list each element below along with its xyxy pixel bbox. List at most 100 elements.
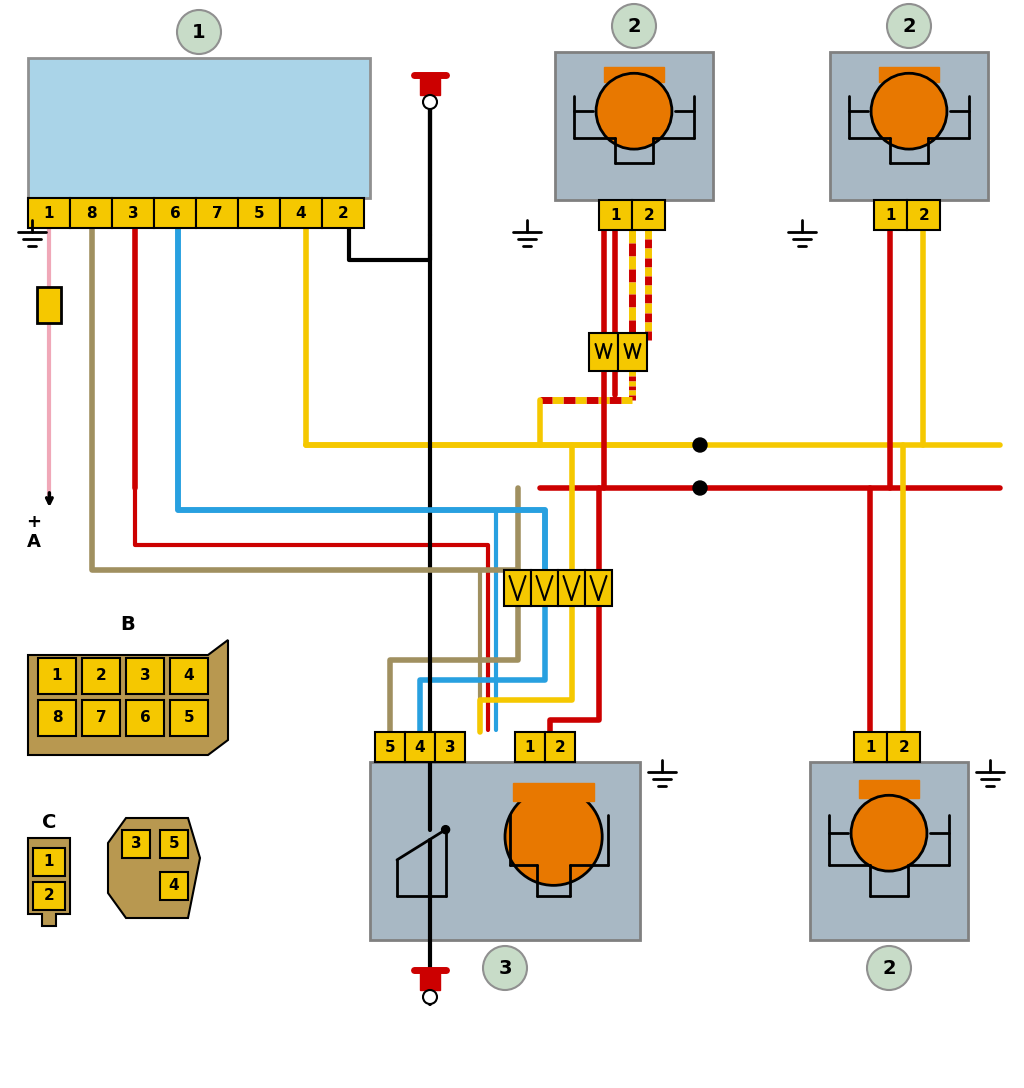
Bar xyxy=(126,700,164,735)
Text: A: A xyxy=(27,533,40,551)
Bar xyxy=(280,198,322,228)
Circle shape xyxy=(851,795,927,871)
Text: 2: 2 xyxy=(643,208,654,223)
Polygon shape xyxy=(28,640,228,755)
Circle shape xyxy=(693,438,707,452)
Bar xyxy=(830,52,988,200)
Bar xyxy=(879,66,939,82)
Circle shape xyxy=(612,4,656,48)
Bar xyxy=(28,198,70,228)
Text: 7: 7 xyxy=(212,206,222,221)
Text: 1: 1 xyxy=(886,208,896,223)
Bar xyxy=(420,970,440,990)
Bar xyxy=(515,732,545,762)
Bar xyxy=(589,333,618,371)
Text: 5: 5 xyxy=(385,740,395,754)
Bar xyxy=(196,198,238,228)
Bar xyxy=(37,287,61,323)
Circle shape xyxy=(596,73,672,149)
Bar xyxy=(406,732,435,762)
Bar xyxy=(545,732,575,762)
Bar xyxy=(604,66,664,82)
Circle shape xyxy=(887,4,931,48)
Text: 5: 5 xyxy=(254,206,264,221)
Bar xyxy=(874,200,907,230)
Bar xyxy=(599,200,632,230)
Text: 3: 3 xyxy=(139,668,151,683)
Circle shape xyxy=(867,945,911,990)
Text: 3: 3 xyxy=(128,206,138,221)
Text: 7: 7 xyxy=(95,710,106,726)
Bar xyxy=(854,732,887,762)
Bar xyxy=(160,871,188,900)
Circle shape xyxy=(483,945,527,990)
Text: 2: 2 xyxy=(44,889,54,903)
Bar xyxy=(618,333,647,371)
Text: 2: 2 xyxy=(919,208,929,223)
Text: 8: 8 xyxy=(86,206,96,221)
Bar xyxy=(907,200,940,230)
Text: B: B xyxy=(121,615,135,633)
Bar xyxy=(82,700,120,735)
Text: 8: 8 xyxy=(51,710,62,726)
Text: 5: 5 xyxy=(169,837,179,852)
Text: 1: 1 xyxy=(193,23,206,41)
Text: 2: 2 xyxy=(902,16,915,36)
Text: 2: 2 xyxy=(95,668,106,683)
Circle shape xyxy=(871,73,947,149)
Bar xyxy=(154,198,196,228)
Bar xyxy=(435,732,465,762)
Bar xyxy=(33,882,65,910)
Bar xyxy=(859,780,919,798)
Text: 4: 4 xyxy=(415,740,425,754)
Text: 2: 2 xyxy=(338,206,348,221)
Text: 6: 6 xyxy=(170,206,180,221)
Text: C: C xyxy=(42,813,56,831)
Bar xyxy=(28,58,370,198)
Text: 1: 1 xyxy=(865,740,876,754)
Text: 1: 1 xyxy=(44,854,54,869)
Bar xyxy=(887,732,921,762)
Bar xyxy=(160,830,188,858)
Bar xyxy=(170,658,208,694)
Bar xyxy=(33,848,65,876)
Circle shape xyxy=(693,481,707,495)
Circle shape xyxy=(505,788,602,886)
Circle shape xyxy=(441,826,450,833)
Text: 5: 5 xyxy=(183,710,195,726)
Text: 1: 1 xyxy=(52,668,62,683)
Bar xyxy=(420,75,440,95)
Text: 1: 1 xyxy=(524,740,536,754)
Bar xyxy=(555,52,713,200)
Bar xyxy=(238,198,280,228)
Text: 1: 1 xyxy=(44,206,54,221)
Bar xyxy=(558,570,585,606)
Bar xyxy=(513,783,594,801)
Text: 2: 2 xyxy=(555,740,565,754)
Bar xyxy=(70,198,112,228)
Text: 6: 6 xyxy=(139,710,151,726)
Bar xyxy=(38,700,76,735)
Bar xyxy=(322,198,364,228)
Text: 2: 2 xyxy=(898,740,909,754)
Bar xyxy=(126,658,164,694)
Bar xyxy=(370,762,640,940)
Bar xyxy=(632,200,666,230)
Bar xyxy=(531,570,558,606)
Text: 3: 3 xyxy=(131,837,141,852)
Text: 4: 4 xyxy=(169,878,179,893)
Bar xyxy=(504,570,531,606)
Text: 2: 2 xyxy=(627,16,641,36)
Bar xyxy=(38,658,76,694)
Text: 1: 1 xyxy=(610,208,621,223)
Polygon shape xyxy=(28,838,70,926)
Text: +: + xyxy=(26,514,41,531)
Text: 4: 4 xyxy=(183,668,195,683)
Bar xyxy=(170,700,208,735)
Text: 4: 4 xyxy=(296,206,306,221)
Text: 3: 3 xyxy=(444,740,456,754)
Bar xyxy=(112,198,154,228)
Bar xyxy=(375,732,406,762)
Circle shape xyxy=(423,95,437,109)
Bar xyxy=(122,830,150,858)
